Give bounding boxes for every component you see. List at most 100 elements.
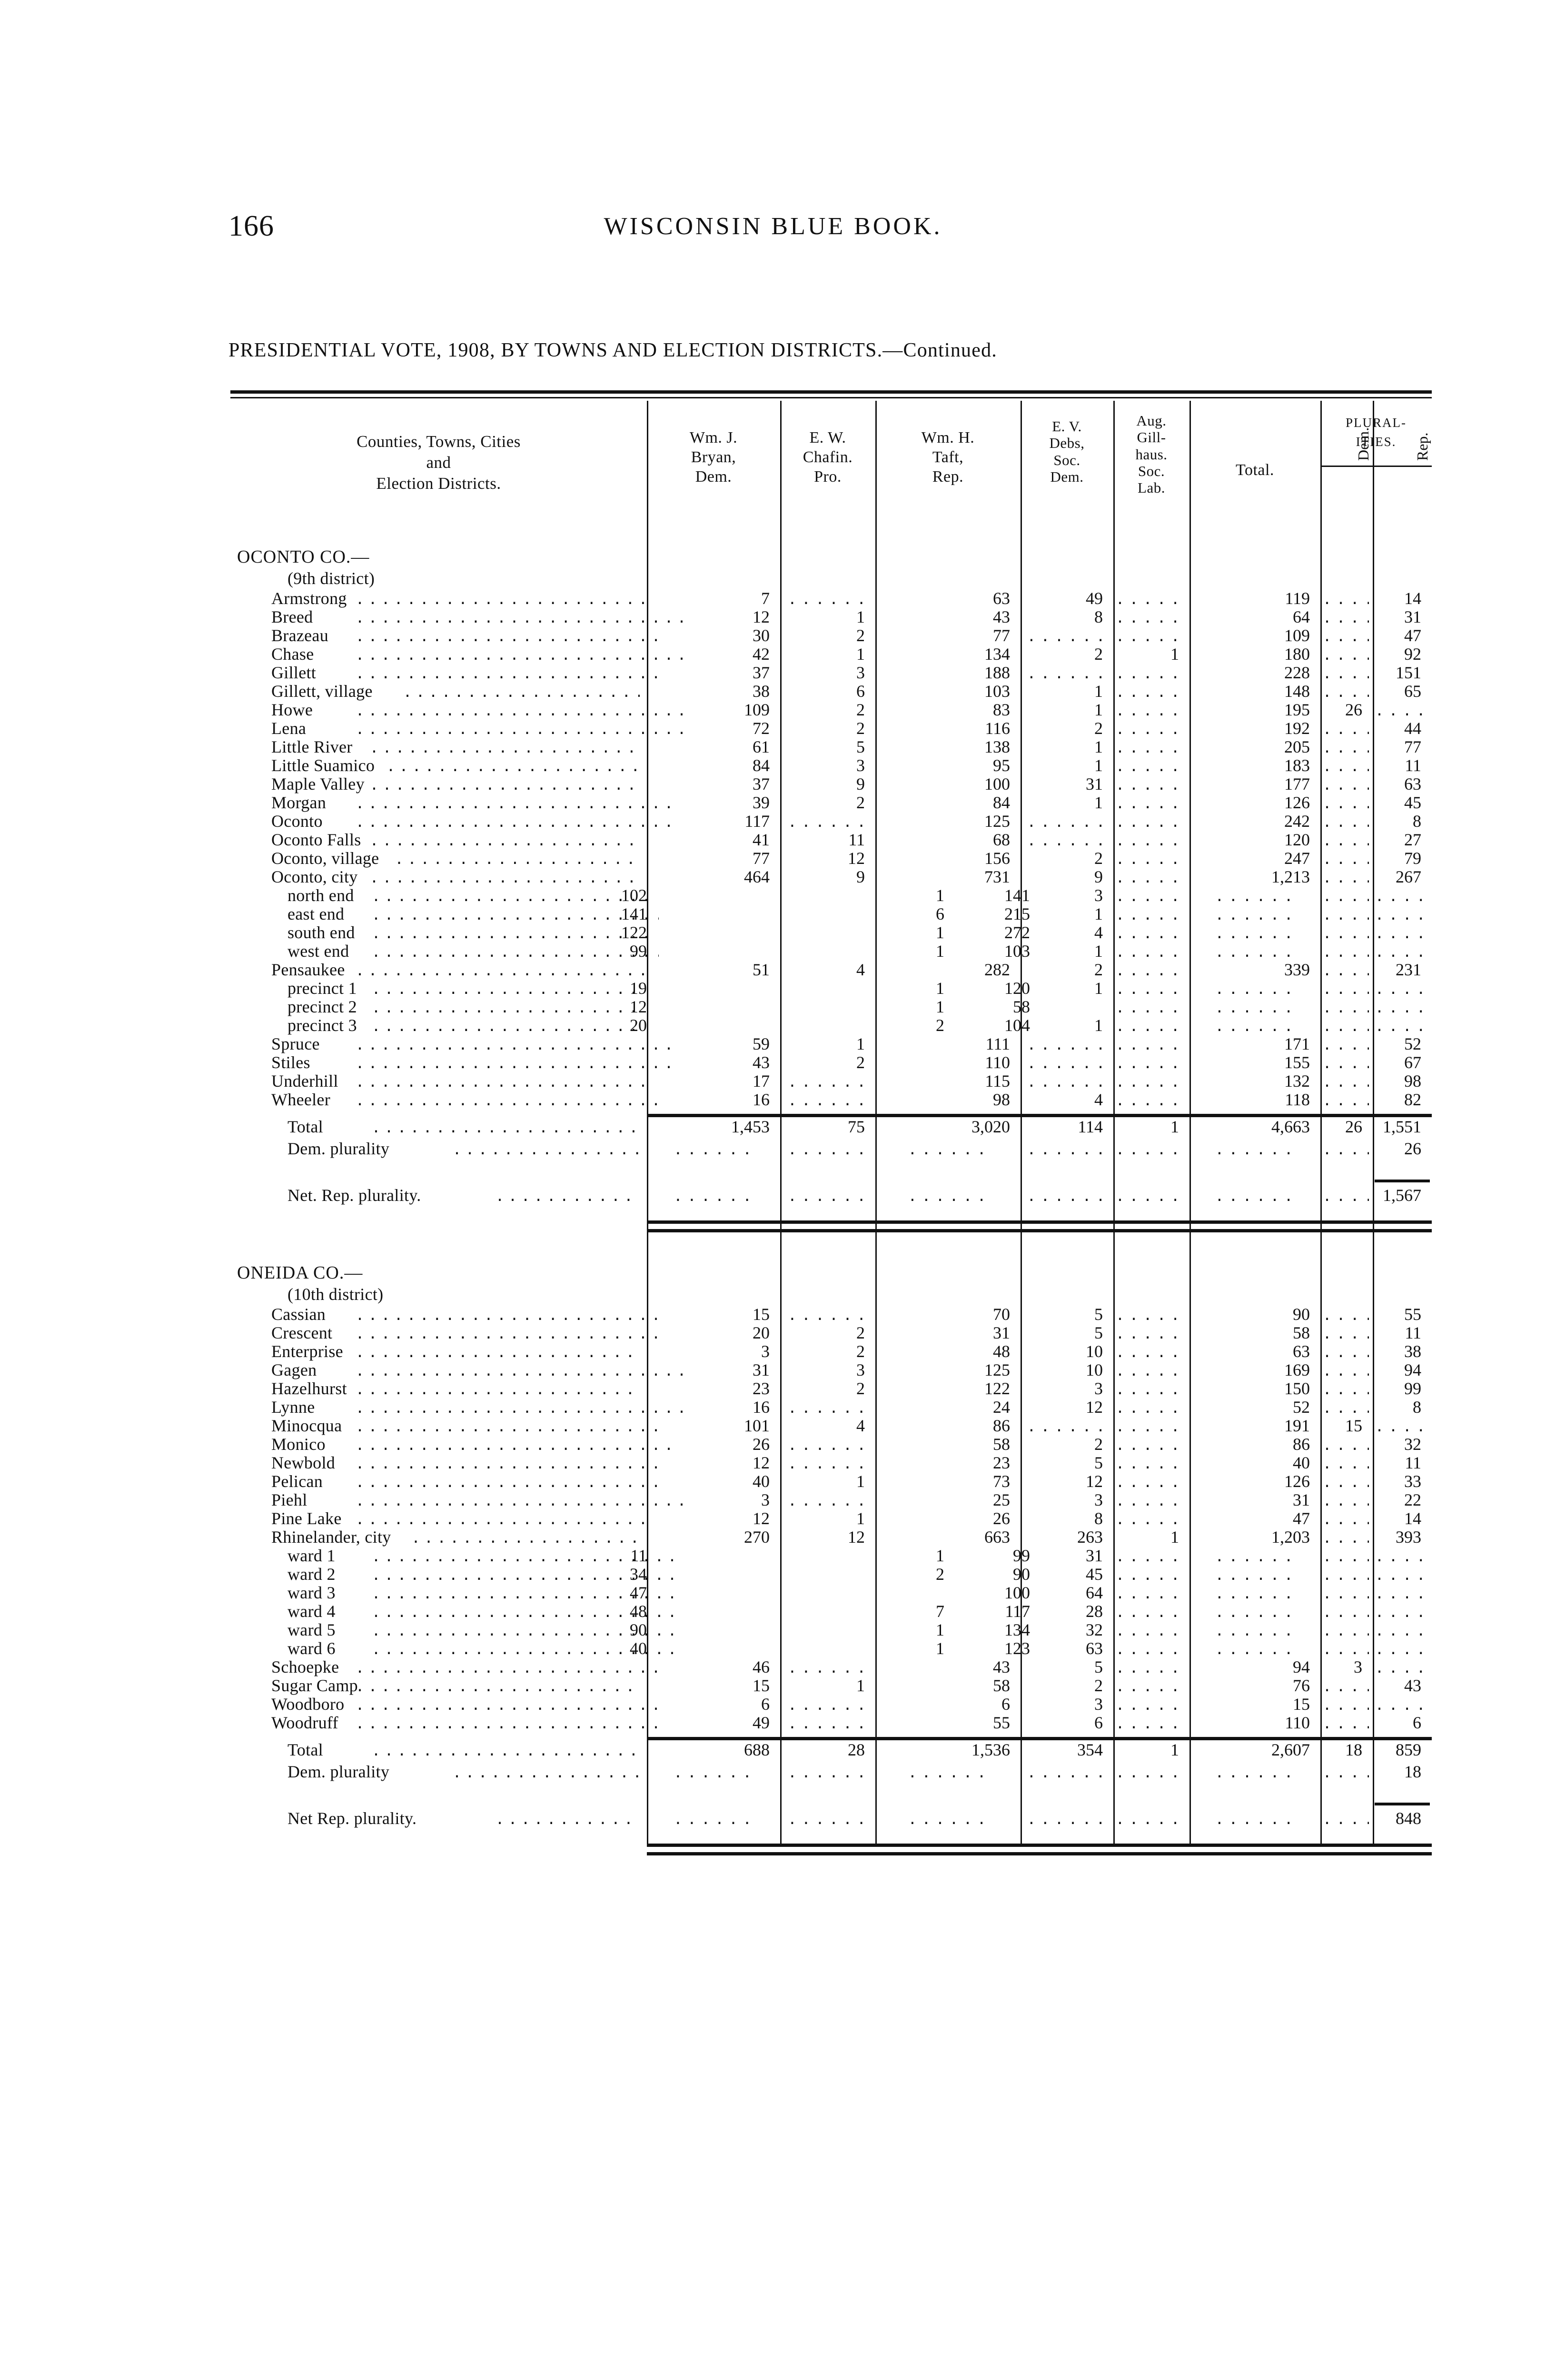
cell-chafin-empty: ․ ․ ․ ․ ․ ․ (789, 1090, 866, 1109)
cell-total: 169 (1284, 1360, 1310, 1379)
cell-total: 242 (1284, 812, 1310, 831)
cell-taft: 55 (993, 1713, 1010, 1732)
cell-sub_bryan: 12 (630, 997, 647, 1016)
cell-debs-empty: ․ ․ ․ ․ ․ ․ (1028, 626, 1106, 645)
column-divider-4 (1113, 401, 1115, 1844)
row-label: Stiles (271, 1053, 310, 1072)
cell-taft: 83 (993, 700, 1010, 719)
cell-dem-empty: ․ ․ ․ ․ (1324, 1090, 1369, 1109)
table-row: east end ․ ․ ․ ․ ․ ․ ․ ․ ․ ․ ․ ․ ․ ․ ․ ․ … (230, 904, 1432, 923)
cell-dem-empty: ․ ․ ․ ․ (1324, 1034, 1369, 1053)
cell-dem-empty: ․ ․ ․ ․ (1324, 1676, 1369, 1695)
row-label: Oconto, village (271, 849, 379, 868)
row-leader: ․ ․ ․ ․ ․ ․ ․ ․ ․ ․ ․ ․ ․ ․ ․ ․ ․ ․ ․ ․ … (357, 589, 651, 608)
table-row: precinct 1 ․ ․ ․ ․ ․ ․ ․ ․ ․ ․ ․ ․ ․ ․ ․ … (230, 979, 1432, 998)
cell-taft: 116 (985, 719, 1010, 738)
row-label: Newbold (271, 1453, 336, 1472)
cell-sub_taft: 90 (954, 1564, 1030, 1584)
row-label: Hazelhurst (271, 1379, 347, 1398)
cell-gill-empty: ․ ․ ․ ․ ․ ․ (1117, 849, 1186, 868)
cell-total: 52 (1293, 1398, 1310, 1417)
cell-rep-empty: ․ ․ ․ ․ ․ ․ (1377, 979, 1428, 998)
table-row: ward 5 ․ ․ ․ ․ ․ ․ ․ ․ ․ ․ ․ ․ ․ ․ ․ ․ ․ … (230, 1620, 1432, 1639)
row-leader: ․ ․ ․ ․ ․ ․ ․ ․ ․ ․ ․ ․ ․ ․ ․ ․ ․ ․ ․ ․ … (357, 626, 667, 645)
cell-bryan: 23 (753, 1379, 770, 1398)
row-label: Dem. plurality (287, 1762, 390, 1781)
row-leader: ․ ․ ․ ․ ․ ․ ․ ․ ․ ․ ․ ․ ․ ․ ․ ․ ․ ․ ․ ․ … (373, 979, 642, 998)
cell-gill-empty: ․ ․ ․ ․ ․ ․ (1117, 663, 1186, 682)
cell-sub_taft: 272 (1004, 923, 1030, 942)
cell-gill-empty: ․ ․ ․ ․ ․ ․ (1117, 1565, 1186, 1584)
cell-gill-empty: ․ ․ ․ ․ ․ ․ (1117, 979, 1186, 998)
cell-gill-empty: ․ ․ ․ ․ ․ ․ (1117, 1809, 1186, 1828)
cell-total: 132 (1284, 1071, 1310, 1091)
cell-taft: 31 (993, 1323, 1010, 1342)
cell-dem-empty: ․ ․ ․ ․ (1324, 979, 1369, 998)
cell-chafin-empty: ․ ․ ․ ․ ․ ․ (789, 1435, 866, 1454)
cell-total: 126 (1284, 1472, 1310, 1491)
cell-rep: 45 (1404, 793, 1421, 812)
cell-rep: 1,551 (1383, 1117, 1421, 1136)
cell-total-empty: ․ ․ ․ ․ ․ ․ (1216, 1583, 1294, 1602)
table-row: Pelican ․ ․ ․ ․ ․ ․ ․ ․ ․ ․ ․ ․ ․ ․ ․ ․ ․… (230, 1472, 1432, 1491)
table-row: Little River ․ ․ ․ ․ ․ ․ ․ ․ ․ ․ ․ ․ ․ ․ … (230, 737, 1432, 756)
cell-rep: 94 (1404, 1360, 1421, 1379)
cell-debs: 5 (1094, 1657, 1103, 1676)
cell-dem-empty: ․ ․ ․ ․ (1324, 1546, 1369, 1565)
cell-chafin: 2 (856, 1323, 865, 1342)
cell-dem-empty: ․ ․ ․ ․ (1324, 1435, 1369, 1454)
cell-gill-empty: ․ ․ ․ ․ ․ ․ (1117, 1602, 1186, 1621)
row-leader: ․ ․ ․ ․ ․ ․ ․ ․ ․ ․ ․ ․ ․ ․ ․ ․ ․ ․ ․ ․ … (357, 812, 675, 831)
cell-gill-empty: ․ ․ ․ ․ ․ ․ (1117, 1379, 1186, 1398)
table-row: Wheeler ․ ․ ․ ․ ․ ․ ․ ․ ․ ․ ․ ․ ․ ․ ․ ․ ․… (230, 1090, 1432, 1109)
cell-sub_bryan: 11 (630, 1546, 647, 1565)
cell-rep-empty: ․ ․ ․ ․ ․ ․ (1377, 1620, 1428, 1639)
cell-sub_bryan: 47 (630, 1583, 647, 1602)
cell-bryan: 38 (753, 682, 770, 701)
horizontal-rule (230, 397, 1432, 398)
row-label: Breed (271, 607, 313, 626)
cell-rep: 393 (1396, 1527, 1421, 1547)
cell-gill-empty: ․ ․ ․ ․ ․ ․ (1117, 812, 1186, 831)
cell-dem-empty: ․ ․ ․ ․ (1324, 737, 1369, 756)
cell-total: 94 (1293, 1657, 1310, 1676)
cell-chafin-empty: ․ ․ ․ ․ ․ ․ (789, 1453, 866, 1472)
row-label: ward 3 (287, 1583, 336, 1602)
row-label: Pelican (271, 1472, 323, 1491)
cell-rep-empty: ․ ․ ․ ․ ․ ․ (1377, 1695, 1428, 1714)
table-row: Net Rep. plurality. ․ ․ ․ ․ ․ ․ ․ ․ ․ ․ ․… (230, 1809, 1432, 1836)
cell-taft: 103 (984, 682, 1010, 701)
cell-total-empty: ․ ․ ․ ․ ․ ․ (1216, 1809, 1294, 1828)
cell-gill-empty: ․ ․ ․ ․ ․ ․ (1117, 589, 1186, 608)
cell-rep-empty: ․ ․ ․ ․ ․ ․ (1377, 1016, 1428, 1035)
cell-taft: 110 (985, 1053, 1010, 1072)
cell-sub_bryan: 40 (630, 1639, 647, 1658)
cell-total: 192 (1284, 719, 1310, 738)
cell-bryan: 7 (761, 589, 770, 608)
cell-bryan: 101 (744, 1416, 770, 1435)
cell-rep-empty: ․ ․ ․ ․ ․ ․ (1377, 886, 1428, 905)
row-label: Sugar Camp (271, 1676, 358, 1695)
row-leader: ․ ․ ․ ․ ․ ․ ․ ․ ․ ․ ․ ․ ․ ․ ․ ․ ․ ․ ․ ․ … (357, 607, 684, 626)
cell-chafin: 9 (856, 867, 865, 886)
cell-bryan: 688 (744, 1740, 770, 1759)
cell-dem-empty: ․ ․ ․ ․ (1324, 589, 1369, 608)
cell-gill-empty: ․ ․ ․ ․ ․ ․ (1117, 607, 1186, 626)
table-row: Cassian ․ ․ ․ ․ ․ ․ ․ ․ ․ ․ ․ ․ ․ ․ ․ ․ ․… (230, 1305, 1432, 1324)
cell-rep: 98 (1404, 1071, 1421, 1091)
section-close-rule-2 (647, 1229, 1432, 1232)
cell-total: 1,203 (1271, 1527, 1310, 1547)
cell-gill-empty: ․ ․ ․ ․ ․ ․ (1117, 923, 1186, 942)
cell-total: 247 (1284, 849, 1310, 868)
cell-sub_bryan: 141 (621, 904, 647, 923)
row-leader: ․ ․ ․ ․ ․ ․ ․ ․ ․ ․ ․ ․ ․ ․ ․ ․ ․ ․ ․ ․ … (357, 719, 692, 738)
cell-total: 40 (1293, 1453, 1310, 1472)
table-row: Net. Rep. plurality. ․ ․ ․ ․ ․ ․ ․ ․ ․ ․ … (230, 1186, 1432, 1213)
row-label: Total (287, 1117, 323, 1136)
table-row: Enterprise ․ ․ ․ ․ ․ ․ ․ ․ ․ ․ ․ ․ ․ ․ ․ … (230, 1342, 1432, 1361)
row-label: Enterprise (271, 1342, 343, 1361)
row-leader: ․ ․ ․ ․ ․ ․ ․ ․ ․ ․ ․ ․ ․ ․ ․ ․ ․ ․ ․ ․ … (357, 700, 692, 719)
cell-gill-empty: ․ ․ ․ ․ ․ ․ (1117, 867, 1186, 886)
row-label: Gagen (271, 1360, 317, 1379)
column-divider-2 (875, 401, 877, 1844)
